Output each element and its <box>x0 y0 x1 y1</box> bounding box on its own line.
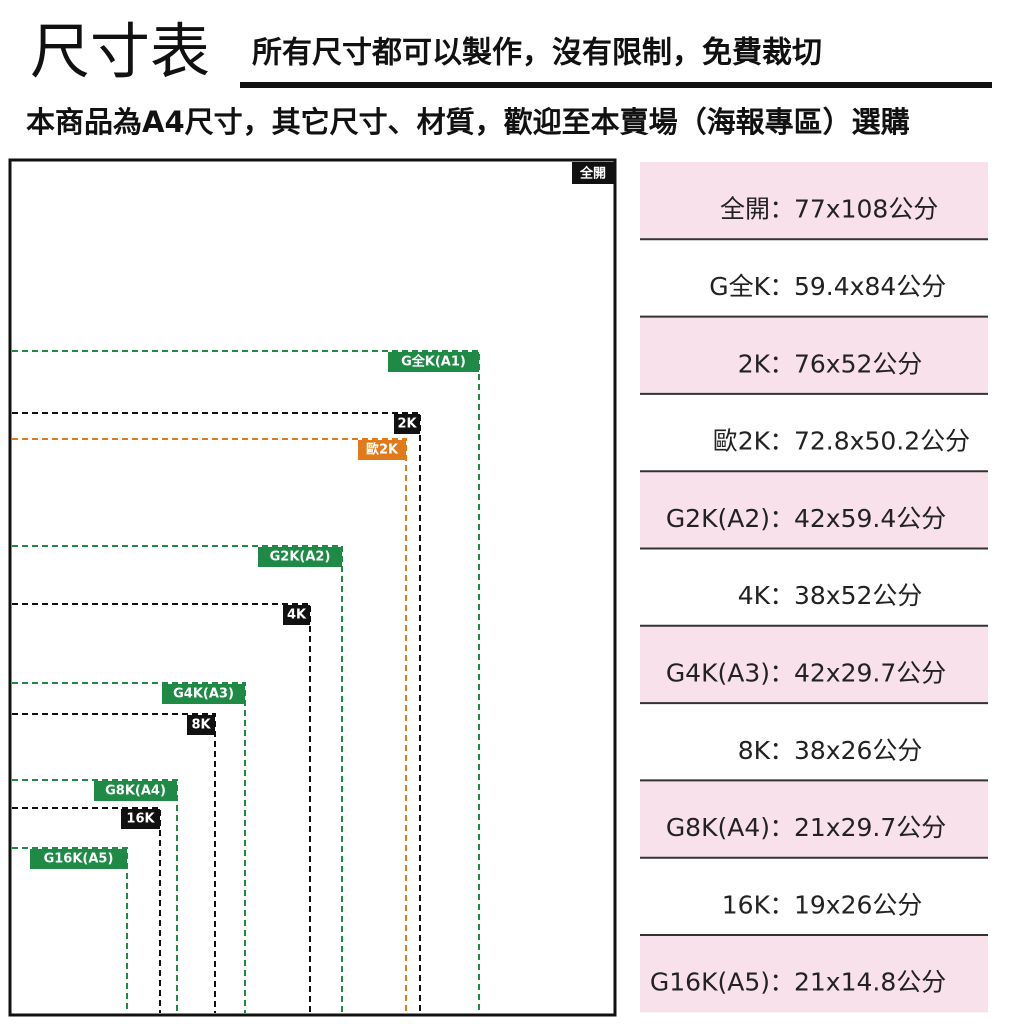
row-bg <box>640 471 988 549</box>
frame-label: G2K(A2) <box>270 550 331 565</box>
separator: ： <box>769 349 794 378</box>
dimensions: 76x52公分 <box>794 349 922 378</box>
separator: ： <box>769 813 794 842</box>
size-name: 2K <box>738 349 771 378</box>
dimensions: 42x29.7公分 <box>794 658 946 687</box>
size-name: G全K <box>709 272 770 301</box>
separator: ： <box>769 581 794 610</box>
frame-label-box <box>30 849 127 869</box>
size-name: 全開 <box>720 195 770 224</box>
dashed-frame <box>12 438 407 1013</box>
size-name: 4K <box>738 581 771 610</box>
title: 尺寸表 <box>30 18 210 88</box>
frame-label: 16K <box>126 812 155 827</box>
separator: ： <box>769 195 794 224</box>
separator: ： <box>769 890 794 919</box>
size-name: G2K(A2) <box>666 504 770 533</box>
dashed-frame <box>12 779 178 1013</box>
frame-label-box <box>283 605 310 625</box>
separator: ： <box>769 968 794 997</box>
row-bg <box>640 316 988 394</box>
row-bg <box>640 162 988 240</box>
frame-label-box <box>394 414 420 434</box>
size-name: G4K(A3) <box>666 658 770 687</box>
size-name: 8K <box>738 736 771 765</box>
frame-label-box <box>187 715 215 735</box>
row-bg <box>640 935 988 1013</box>
dimensions: 21x14.8公分 <box>794 968 946 997</box>
dimensions: 72.8x50.2公分 <box>794 427 970 456</box>
dimensions: 38x26公分 <box>794 736 922 765</box>
subtitle: 所有尺寸都可以製作，沒有限制，免費裁切 <box>252 36 822 71</box>
frame-label-box <box>258 547 342 567</box>
outer-frame <box>8 158 617 1017</box>
frame-label: G16K(A5) <box>44 852 114 867</box>
dimensions: 42x59.4公分 <box>794 504 946 533</box>
frame-label-box <box>121 809 160 829</box>
frame-label: G全K(A1) <box>401 354 466 370</box>
dashed-frame <box>12 350 480 1013</box>
dashed-frame <box>12 603 311 1013</box>
frame-label: G4K(A3) <box>173 687 234 702</box>
dimensions: 21x29.7公分 <box>794 813 946 842</box>
dashed-frame <box>12 713 216 1013</box>
row-bg <box>640 780 988 858</box>
frame-label: 4K <box>287 608 307 623</box>
size-name: G8K(A4) <box>666 813 770 842</box>
size-name: 歐2K <box>713 427 771 456</box>
description: 本商品為A4尺寸，其它尺寸、材質，歡迎至本賣場（海報專區）選購 <box>26 105 910 139</box>
frame-label: G8K(A4) <box>105 784 166 799</box>
dashed-frame <box>12 682 246 1013</box>
size-name: 16K <box>722 890 771 919</box>
separator: ： <box>769 272 794 301</box>
dashed-frame <box>12 847 128 1013</box>
dashed-frame <box>12 412 421 1013</box>
separator: ： <box>769 504 794 533</box>
separator: ： <box>769 658 794 687</box>
frame-label: 歐2K <box>366 442 399 458</box>
frame-label: 8K <box>191 718 211 733</box>
outer-label: 全開 <box>579 166 606 182</box>
row-bg <box>640 625 988 704</box>
separator: ： <box>769 736 794 765</box>
frame-label-box <box>358 440 406 460</box>
frame-label: 2K <box>397 417 417 432</box>
underline <box>240 82 992 88</box>
separator: ： <box>769 427 794 456</box>
frame-label-box <box>388 352 479 372</box>
dimensions: 38x52公分 <box>794 581 922 610</box>
dimensions: 77x108公分 <box>794 195 938 224</box>
dimensions: 19x26公分 <box>794 890 922 919</box>
dimensions: 59.4x84公分 <box>794 272 946 301</box>
outer-label-box <box>572 162 615 184</box>
dashed-frame <box>12 545 343 1013</box>
size-name: G16K(A5) <box>650 968 770 997</box>
frame-label-box <box>162 684 245 704</box>
frame-label-box <box>94 781 177 801</box>
dashed-frame <box>12 807 161 1013</box>
